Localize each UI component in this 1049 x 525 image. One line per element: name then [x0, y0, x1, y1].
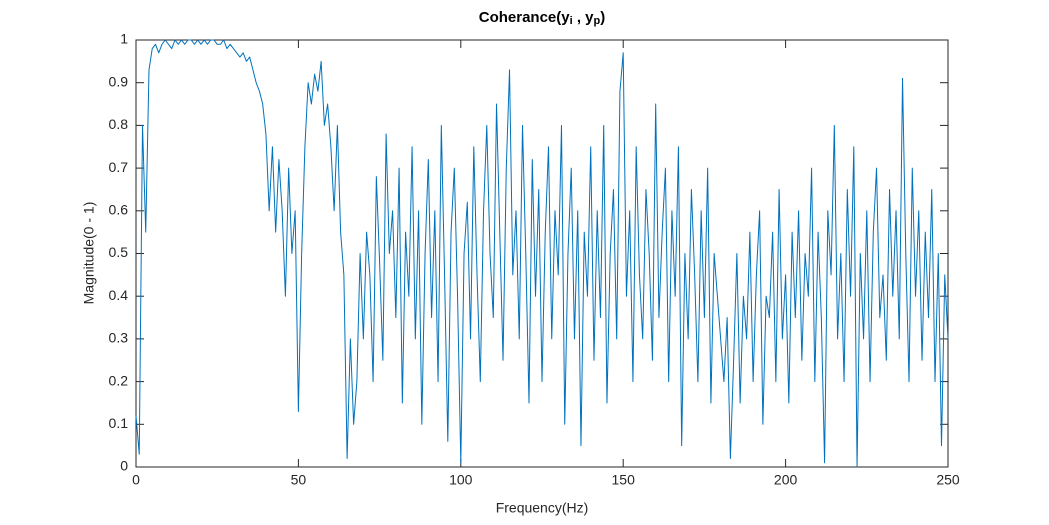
- x-tick-label: 100: [449, 472, 473, 488]
- y-tick-label: 0.5: [109, 244, 129, 260]
- x-tick-label: 50: [291, 472, 307, 488]
- x-axis-label: Frequency(Hz): [496, 500, 589, 516]
- y-tick-label: 0.9: [109, 73, 129, 89]
- title-part: , y: [573, 9, 595, 26]
- y-tick-label: 1: [120, 31, 128, 47]
- x-tick-label: 150: [612, 472, 636, 488]
- data-line: [135, 39, 949, 468]
- title-part: Coherance(y: [479, 9, 571, 26]
- title-part: ): [600, 9, 605, 26]
- y-tick-label: 0.1: [109, 415, 129, 431]
- y-tick-label: 0.3: [109, 330, 129, 346]
- title-part: p: [594, 15, 601, 27]
- chart-title: Coherance(yi , yp): [479, 9, 606, 27]
- y-axis-label: Magnitude(0 - 1): [81, 202, 97, 305]
- y-tick-label: 0.2: [109, 372, 129, 388]
- y-tick-label: 0.4: [109, 287, 129, 303]
- x-tick-label: 0: [132, 472, 140, 488]
- y-tick-label: 0.6: [109, 202, 129, 218]
- y-tick-label: 0.7: [109, 159, 129, 175]
- x-tick-label: 250: [936, 472, 960, 488]
- x-tick-label: 200: [774, 472, 798, 488]
- title-part: i: [570, 15, 573, 27]
- y-tick-label: 0.8: [109, 116, 129, 132]
- y-tick-label: 0: [120, 458, 128, 474]
